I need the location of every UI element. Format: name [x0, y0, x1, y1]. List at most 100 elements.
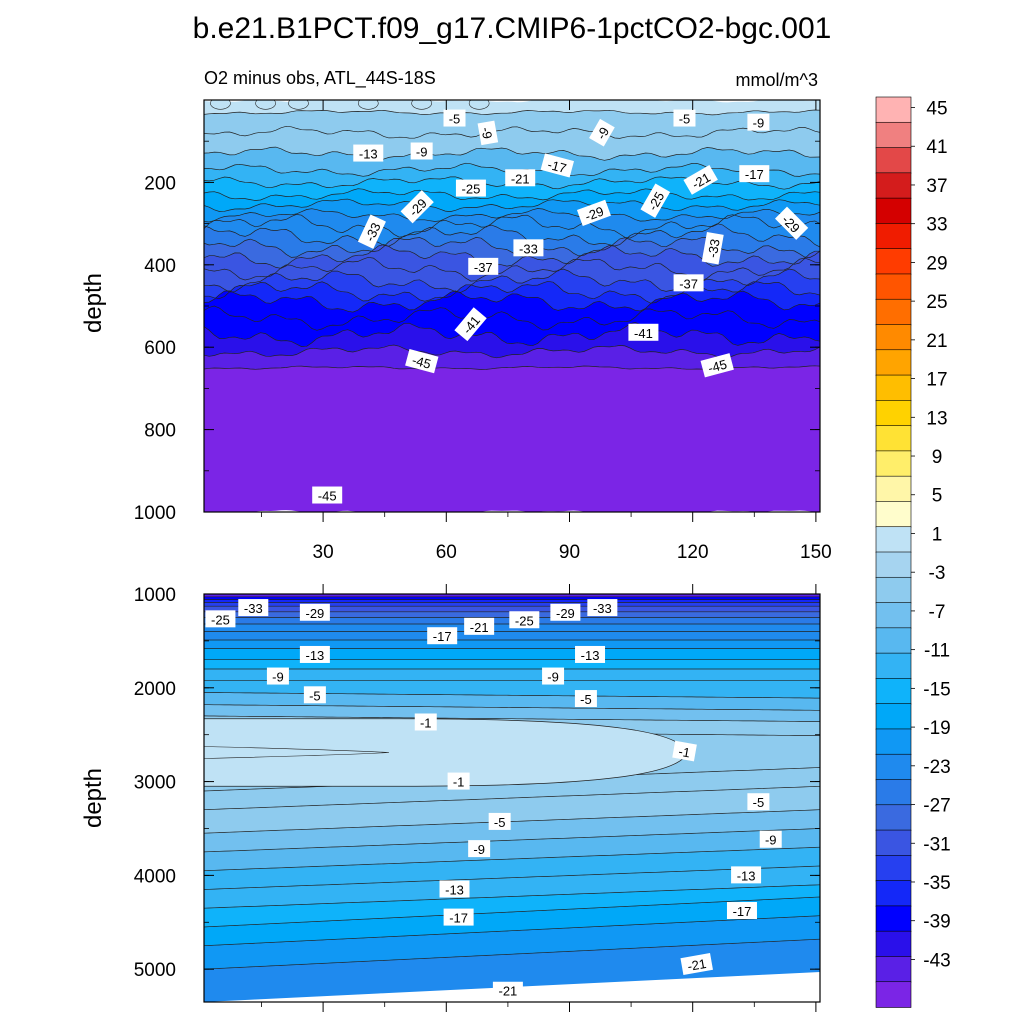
colorbar-box — [875, 956, 912, 983]
colorbar-box — [875, 576, 912, 604]
contour-label-bg — [509, 611, 540, 629]
contour-label-bg — [700, 353, 734, 378]
colorbar-tick-label: 5 — [932, 486, 943, 507]
colorbar-box — [875, 324, 912, 351]
contour-label: -17 — [443, 908, 474, 926]
contour-label: -17 — [540, 153, 574, 178]
figure-title: b.e21.B1PCT.f09_g17.CMIP6-1pctCO2-bgc.00… — [193, 12, 832, 45]
contour-label-text: -17 — [745, 167, 764, 182]
contour-label-text: -37 — [474, 260, 493, 275]
contour-label-text: -29 — [583, 204, 606, 225]
colorbar-box — [875, 147, 912, 174]
colorbar-box — [875, 298, 912, 326]
contour-label: -5 — [443, 109, 466, 127]
contour-band — [204, 606, 820, 612]
contour-label-bg — [673, 109, 696, 127]
contour-label: -17 — [726, 902, 757, 920]
x-tick-label: 30 — [313, 542, 334, 563]
contour-label: -17 — [427, 627, 458, 645]
surface-patch — [468, 100, 490, 110]
contour-label-text: -13 — [359, 147, 378, 162]
colorbar-tick-label: -39 — [923, 912, 950, 933]
contour-band — [204, 290, 820, 331]
contour-label: -45 — [700, 353, 734, 378]
contour-label-bg — [747, 793, 770, 811]
upper-y-axis-label: depth — [80, 273, 107, 333]
contour-band — [204, 269, 820, 304]
contour-label-bg — [505, 169, 536, 187]
contour-label-text: -9 — [765, 833, 777, 848]
contour-label-text: -45 — [318, 489, 337, 504]
colorbar-box — [875, 425, 912, 452]
contour-label: -37 — [673, 274, 704, 292]
contour-band — [204, 915, 820, 970]
contour-band — [204, 631, 820, 640]
colorbar-tick-label: 41 — [926, 137, 947, 158]
colorbar-box — [875, 551, 912, 579]
contour-band — [204, 322, 820, 359]
contour-label-bg — [492, 981, 523, 999]
contour-label-text: -25 — [462, 182, 481, 197]
contour-label-text: -37 — [679, 276, 698, 291]
colorbar-tick-label: -3 — [929, 563, 946, 584]
contour-band — [204, 828, 820, 871]
tongue-region — [204, 718, 690, 787]
contour-label: -21 — [505, 169, 536, 187]
contour-label-bg — [410, 142, 433, 160]
contour-label: -1 — [447, 772, 470, 790]
colorbar-tick-label: -31 — [923, 834, 950, 855]
contour-label-text: -33 — [593, 601, 612, 616]
contour-label-bg — [575, 645, 606, 663]
contour-label-bg — [587, 599, 618, 617]
contour-label: -9 — [266, 667, 289, 685]
contour-label-bg — [447, 772, 470, 790]
y-tick-label: 800 — [144, 421, 176, 442]
contour-label: -29 — [576, 199, 611, 226]
colorbar-tick-label: -43 — [923, 950, 950, 971]
colorbar-tick-label: -15 — [923, 679, 950, 700]
colorbar-tick-label: -27 — [923, 796, 950, 817]
contour-label-bg — [205, 610, 236, 628]
surface-patch — [357, 100, 379, 110]
contour-label-bg — [400, 190, 434, 224]
contour-label: -9 — [759, 830, 782, 848]
contour-line — [204, 125, 820, 139]
contour-band — [204, 176, 820, 201]
contour-label-bg — [759, 830, 782, 848]
contour-label-bg — [542, 667, 565, 685]
contour-band — [204, 365, 820, 512]
y-tick-label: 1000 — [134, 585, 176, 606]
contour-line — [204, 915, 820, 947]
contour-band — [204, 897, 820, 946]
contour-label-bg — [427, 627, 458, 645]
y-tick-label: 600 — [144, 338, 176, 359]
colorbar-box — [875, 501, 912, 528]
contour-line — [204, 704, 820, 711]
contour-label-text: -9 — [478, 126, 495, 140]
y-tick-label: 3000 — [134, 773, 176, 794]
contour-label: -5 — [574, 690, 597, 708]
contour-label: -5 — [673, 109, 696, 127]
y-tick-label: 1000 — [134, 503, 176, 524]
contour-label-text: -5 — [494, 815, 506, 830]
contour-band — [204, 640, 820, 649]
contour-label-bg — [299, 603, 330, 621]
contour-line — [204, 290, 820, 313]
contour-line — [204, 280, 820, 304]
contour-label-text: -1 — [453, 775, 465, 790]
contour-label-bg — [739, 165, 770, 183]
colorbar-tick-label: -35 — [923, 873, 950, 894]
contour-label: -33 — [513, 239, 544, 257]
contour-line — [204, 208, 820, 223]
contour-label-text: -25 — [211, 612, 230, 627]
colorbar-box — [875, 121, 912, 149]
contour-label: -9 — [410, 142, 433, 160]
contour-label-bg — [640, 183, 671, 218]
contour-band — [204, 594, 820, 597]
colorbar-box — [875, 678, 912, 705]
contour-label: -33 — [238, 599, 269, 617]
contour-label-bg — [464, 617, 495, 635]
contour-label: -9 — [542, 667, 565, 685]
contour-line — [204, 884, 820, 909]
contour-label-text: -9 — [416, 145, 428, 160]
